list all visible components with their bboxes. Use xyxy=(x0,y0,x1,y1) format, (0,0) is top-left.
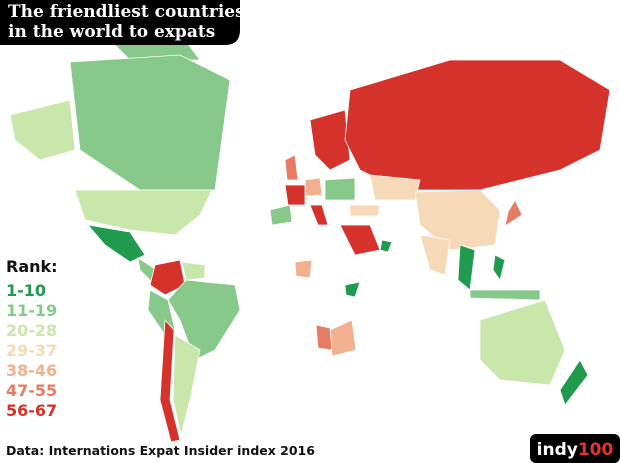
country xyxy=(74,189,213,236)
country xyxy=(167,279,241,361)
logo-box xyxy=(530,434,620,463)
legend-item: 47-55 xyxy=(6,381,57,400)
country xyxy=(309,109,351,171)
country xyxy=(284,184,306,206)
country xyxy=(339,224,381,256)
country xyxy=(69,54,231,191)
country xyxy=(284,154,299,181)
source: Data: Internations Expat Insider index 2… xyxy=(6,443,315,458)
title-line: in the world to expats xyxy=(8,22,215,42)
country xyxy=(159,319,181,443)
country xyxy=(181,261,206,281)
country xyxy=(324,177,356,201)
country xyxy=(457,244,476,291)
country xyxy=(504,199,523,227)
country xyxy=(172,334,201,436)
logo: indy100 xyxy=(537,440,614,460)
country xyxy=(414,189,501,251)
legend-item: 38-46 xyxy=(6,361,57,380)
country xyxy=(269,204,293,226)
legend-item: 20-28 xyxy=(6,321,57,340)
country xyxy=(294,259,313,279)
country xyxy=(479,299,566,386)
world-map xyxy=(9,19,611,443)
title-line: The friendliest countries xyxy=(8,2,245,22)
country xyxy=(469,289,541,301)
country xyxy=(349,204,381,217)
logo-part: indy xyxy=(537,440,578,460)
country xyxy=(344,59,611,191)
country xyxy=(9,99,76,161)
legend-title: Rank: xyxy=(6,257,58,276)
legend-item: 11-19 xyxy=(6,301,57,320)
country xyxy=(559,359,589,406)
country xyxy=(369,174,421,201)
country xyxy=(419,234,451,276)
country xyxy=(304,177,323,197)
country xyxy=(309,204,329,226)
legend-item: 56-67 xyxy=(6,401,57,420)
country xyxy=(344,281,361,298)
country xyxy=(149,259,186,296)
logo-part: 100 xyxy=(578,440,614,460)
country xyxy=(86,224,146,263)
country xyxy=(379,239,393,253)
legend-item: 29-37 xyxy=(6,341,57,360)
country xyxy=(329,319,357,357)
country xyxy=(315,324,333,351)
title-box xyxy=(0,0,240,45)
country xyxy=(492,254,506,281)
legend-item: 1-10 xyxy=(6,281,46,300)
